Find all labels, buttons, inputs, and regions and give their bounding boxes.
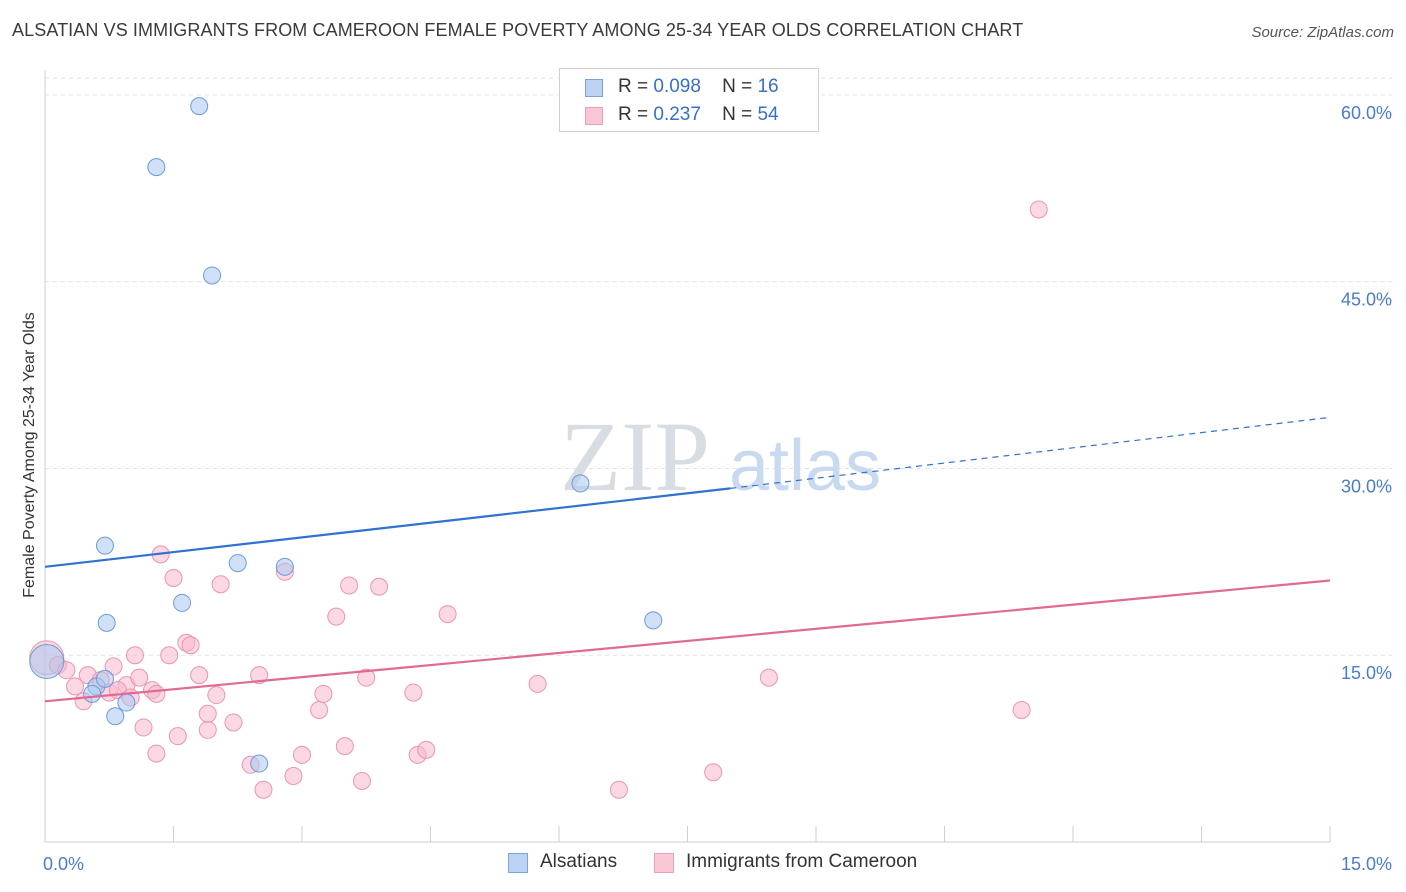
alsatian-point [228, 554, 247, 573]
x-tick-label: 0.0% [43, 854, 84, 874]
cameroon-point [528, 674, 547, 693]
cameroon-point [168, 727, 187, 746]
cameroon-point [357, 668, 376, 687]
alsatian-point [250, 754, 269, 773]
cameroon-point [65, 677, 84, 696]
cameroon-legend-swatch [654, 853, 674, 873]
alsatian-trend-extension [730, 416, 1331, 489]
cameroon-point [104, 657, 123, 676]
alsatian-point [190, 97, 209, 116]
cameroon-point [207, 686, 226, 705]
y-axis-label: Female Poverty Among 25-34 Year Olds [21, 312, 38, 598]
alsatian-point [147, 158, 166, 177]
cameroon-point [250, 666, 269, 685]
alsatian-points [29, 97, 663, 773]
y-tick-label: 60.0% [1341, 103, 1392, 123]
cameroon-point [352, 771, 371, 790]
watermark-atlas: atlas [729, 426, 881, 506]
alsatian-point [29, 643, 65, 679]
y-tick-label: 15.0% [1341, 663, 1392, 683]
cameroon-point [164, 569, 183, 588]
alsatian-point [644, 611, 663, 630]
cameroon-point [704, 763, 723, 782]
alsatians-swatch [585, 79, 603, 97]
cameroon-point [198, 704, 217, 723]
grid-lines [45, 77, 1392, 656]
alsatian-point [95, 536, 114, 555]
r-value: 0.098 [653, 76, 701, 97]
cameroon-point [340, 576, 359, 595]
n-value: 54 [757, 104, 779, 125]
cameroon-point [370, 577, 389, 596]
cameroon-legend-label: Immigrants from Cameroon [686, 851, 918, 872]
y-tick-label: 45.0% [1341, 290, 1392, 310]
alsatian-point [117, 693, 136, 712]
r-label: R = [618, 104, 649, 125]
alsatian-point [275, 557, 294, 576]
cameroon-point [211, 575, 230, 594]
alsatians-legend-label: Alsatians [540, 851, 618, 872]
alsatians-legend-swatch [508, 853, 528, 873]
chart-title: ALSATIAN VS IMMIGRANTS FROM CAMEROON FEM… [12, 20, 1024, 40]
alsatian-point [571, 474, 590, 493]
cameroon-point [224, 713, 243, 732]
alsatian-point [203, 266, 222, 285]
cameroon-point [190, 666, 209, 685]
cameroon-points [29, 200, 1048, 799]
cameroon-point [134, 718, 153, 737]
cameroon-point [181, 636, 200, 655]
cameroon-point [130, 668, 149, 687]
stats-text: R = 0.237 N = 54 [618, 104, 779, 126]
tick-labels: 15.0% 30.0% 45.0% 60.0% 0.0% 15.0% [43, 103, 1392, 874]
cameroon-point [284, 767, 303, 786]
axes [44, 70, 1331, 843]
cameroon-point [1029, 200, 1048, 219]
cameroon-point [160, 646, 179, 665]
source-label: Source: ZipAtlas.com [1251, 24, 1394, 41]
cameroon-swatch [585, 107, 603, 125]
stats-legend: R = 0.098 N = 16 R = 0.237 N = 54 [559, 68, 819, 132]
cameroon-point [438, 605, 457, 624]
cameroon-point [335, 737, 354, 756]
cameroon-point [404, 683, 423, 702]
n-label: N = [722, 104, 753, 125]
alsatian-point [106, 707, 125, 726]
stats-text: R = 0.098 N = 16 [618, 76, 779, 98]
cameroon-point [198, 720, 217, 739]
r-value: 0.237 [653, 104, 701, 125]
watermark-zip: ZIP [560, 401, 710, 512]
alsatian-point [173, 593, 192, 612]
watermark: ZIP atlas [560, 401, 881, 512]
cameroon-point [1012, 701, 1031, 720]
cameroon-point [417, 740, 436, 759]
n-value: 16 [757, 76, 779, 97]
cameroon-point [327, 607, 346, 626]
alsatian-point [95, 669, 114, 688]
n-label: N = [722, 76, 753, 97]
y-tick-label: 30.0% [1341, 476, 1392, 496]
cameroon-point [310, 701, 329, 720]
cameroon-point [147, 744, 166, 763]
cameroon-point [314, 684, 333, 703]
cameroon-point [609, 780, 628, 799]
cameroon-trend-line [44, 579, 1331, 703]
cameroon-point [125, 646, 144, 665]
alsatian-point [97, 613, 116, 632]
cameroon-point [254, 780, 273, 799]
cameroon-point [759, 668, 778, 687]
cameroon-point [147, 684, 166, 703]
cameroon-point [293, 745, 311, 764]
alsatian-point [83, 684, 102, 703]
r-label: R = [618, 76, 649, 97]
trend-lines [44, 416, 1331, 703]
x-tick-label: 15.0% [1341, 854, 1392, 874]
alsatian-trend-line [44, 487, 731, 568]
